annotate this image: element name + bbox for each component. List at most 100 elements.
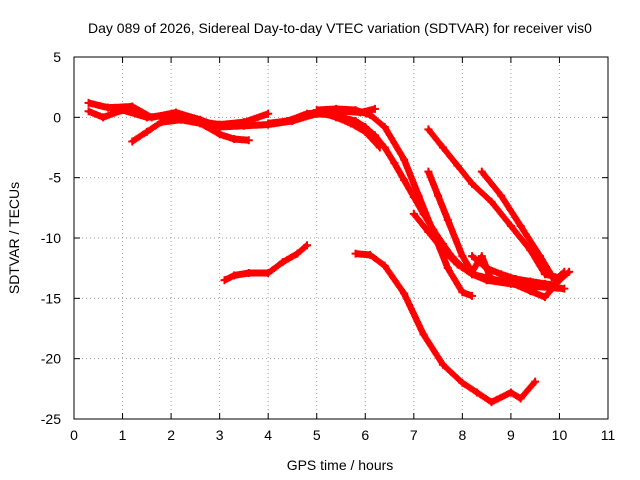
x-tick-label: 5 [313, 427, 321, 443]
data-point [506, 221, 515, 230]
data-point [400, 176, 409, 185]
series-arc-14 [468, 252, 559, 290]
data-point [482, 264, 491, 273]
data-series-layer [84, 98, 574, 407]
data-point [468, 252, 477, 261]
data-point [128, 102, 137, 111]
data-point [283, 116, 292, 125]
data-point [555, 276, 564, 285]
data-point [429, 225, 438, 234]
data-point [497, 191, 506, 200]
data-point [540, 293, 549, 302]
y-tick-label: -20 [41, 351, 61, 367]
data-point [506, 388, 515, 397]
x-tick-label: 8 [458, 427, 466, 443]
tick-labels: 0 1 2 3 4 5 6 7 8 9 10 11 5 0 -5 -10 -15 -20 -25 [41, 49, 616, 443]
data-point [239, 121, 248, 130]
data-point [531, 377, 540, 386]
data-point [458, 378, 467, 387]
data-point [409, 192, 418, 201]
x-tick-label: 0 [70, 427, 78, 443]
data-point [424, 227, 433, 236]
data-point [264, 109, 273, 118]
data-point [370, 104, 379, 113]
data-point [380, 261, 389, 270]
y-tick-label: 0 [53, 109, 61, 125]
data-point [424, 125, 433, 134]
data-point [468, 291, 477, 300]
data-point [220, 276, 229, 285]
data-point [327, 110, 336, 119]
data-point [303, 241, 312, 250]
data-point [477, 252, 486, 261]
data-point [366, 110, 375, 119]
data-point [419, 330, 428, 339]
plot-border [73, 56, 609, 420]
x-tick-label: 4 [264, 427, 272, 443]
data-point [380, 143, 389, 152]
y-tick-label: -15 [41, 290, 61, 306]
data-point [536, 252, 545, 261]
data-point [366, 250, 375, 259]
data-point [487, 197, 496, 206]
data-point [142, 127, 151, 136]
data-point [351, 249, 360, 258]
x-tick-label: 9 [507, 427, 515, 443]
data-point [230, 271, 239, 280]
series-arc-13 [409, 209, 574, 302]
x-tick-label: 1 [119, 427, 127, 443]
data-point [497, 270, 506, 279]
data-point [351, 106, 360, 115]
series-arc-11 [477, 167, 569, 285]
series-arc-7 [312, 109, 569, 293]
data-point [312, 109, 321, 118]
y-tick-label: -5 [49, 170, 62, 186]
data-point [443, 264, 452, 273]
data-point [516, 221, 525, 230]
data-point [84, 107, 93, 116]
data-point [351, 116, 360, 125]
data-point [400, 289, 409, 298]
data-point [511, 275, 520, 284]
data-point [400, 155, 409, 164]
data-point [147, 113, 156, 122]
data-point [103, 103, 112, 112]
data-point [540, 279, 549, 288]
axes [73, 56, 609, 420]
data-point [487, 398, 496, 407]
data-point [434, 191, 443, 200]
data-point [472, 388, 481, 397]
x-tick-label: 2 [167, 427, 175, 443]
data-point [361, 122, 370, 131]
data-point [370, 131, 379, 140]
data-point [176, 115, 185, 124]
data-point [244, 268, 253, 277]
data-point [458, 252, 467, 261]
data-point [424, 167, 433, 176]
y-tick-label: -10 [41, 230, 61, 246]
data-point [516, 394, 525, 403]
data-point [215, 130, 224, 139]
data-point [526, 277, 535, 286]
data-point [303, 110, 312, 119]
x-axis-label: GPS time / hours [287, 457, 394, 473]
chart-title: Day 089 of 2026, Sidereal Day-to-day VTE… [88, 20, 592, 36]
y-axis-label: SDTVAR / TECUs [6, 182, 22, 294]
data-point [458, 288, 467, 297]
x-tick-label: 10 [552, 427, 568, 443]
data-point [244, 136, 253, 145]
data-point [157, 118, 166, 127]
data-point [215, 122, 224, 131]
data-point [565, 267, 574, 276]
data-point [443, 215, 452, 224]
data-point [380, 122, 389, 131]
x-tick-label: 7 [410, 427, 418, 443]
y-tick-label: -25 [41, 411, 61, 427]
x-tick-label: 11 [601, 427, 616, 443]
series-arc-6 [312, 104, 477, 300]
data-point [419, 209, 428, 218]
data-point [264, 119, 273, 128]
data-point [487, 275, 496, 284]
data-point [526, 287, 535, 296]
